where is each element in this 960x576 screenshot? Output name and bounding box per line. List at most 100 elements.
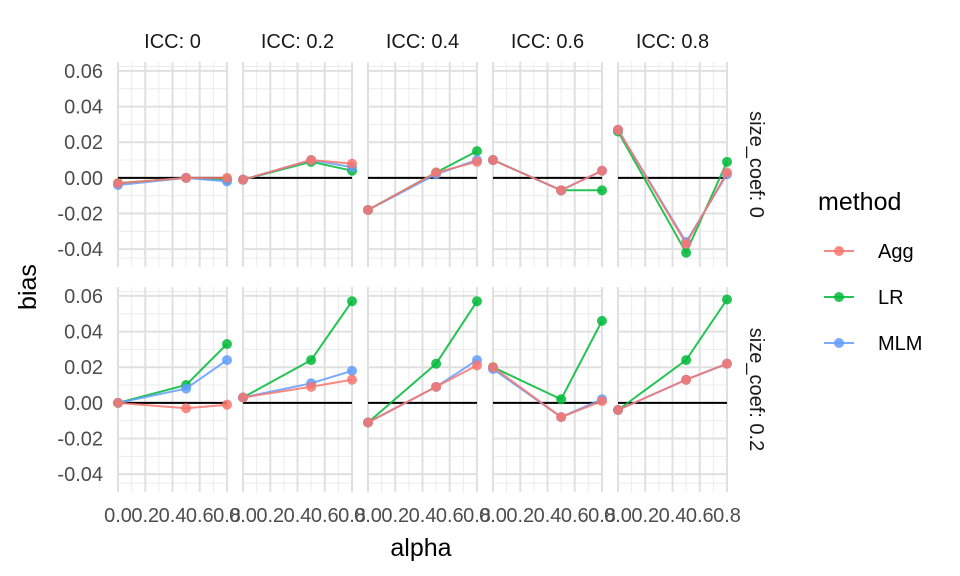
data-point-agg-r0-c2-0 [363,204,373,215]
data-point-agg-r1-c0-0 [113,397,123,408]
x-tick-label: 0.0 [229,505,257,527]
y-tick-label: 0.06 [64,286,103,308]
data-point-lr-r1-c1-1 [306,355,317,366]
data-point-lr-r1-c1-2 [347,296,357,307]
x-tick-label: 0.2 [256,505,284,527]
x-tick-label: 0.8 [713,505,741,527]
panel-r0-c4 [617,62,728,267]
data-point-agg-r0-c2-2 [472,156,482,167]
y-tick-label: 0.00 [64,393,103,415]
panel-r1-c4 [617,287,728,492]
legend-title: method [818,188,901,216]
panel-r0-c3 [492,62,603,267]
x-tick-label: 0.0 [479,505,507,527]
data-point-agg-r0-c4-2 [722,167,732,178]
data-point-agg-r1-c3-0 [488,362,498,373]
legend-key-point-mlm [834,338,844,348]
panel-r1-c0 [117,287,228,492]
data-point-lr-r0-c4-2 [722,156,732,167]
x-tick-label: 0.8 [588,505,616,527]
data-point-agg-r1-c4-0 [613,405,623,415]
x-tick-label: 0.8 [463,505,491,527]
data-point-agg-r0-c2-1 [431,167,442,178]
y-tick-label: -0.04 [57,239,103,261]
data-point-agg-r1-c4-2 [722,358,732,369]
data-point-mlm-r1-c0-1 [181,383,192,394]
panel-r0-c0 [117,62,228,267]
strip-label-row-1: size_coef: 0.2 [745,328,767,451]
data-point-lr-r1-c2-2 [472,296,482,307]
legend-key-point-agg [834,246,844,256]
y-tick-label: -0.02 [57,204,103,226]
legend-key-point-lr [834,292,844,302]
data-point-lr-r0-c2-2 [472,146,482,157]
data-point-agg-r0-c0-0 [113,178,123,189]
x-tick-label: 0.2 [381,505,409,527]
y-tick-label: 0.02 [64,132,103,154]
x-tick-label: 0.4 [159,505,187,527]
x-tick-label: 0.8 [213,505,241,527]
data-point-agg-r1-c4-1 [681,374,692,385]
data-point-lr-r0-c3-2 [597,185,607,196]
legend-label-agg: Agg [878,241,914,263]
data-point-lr-r1-c4-2 [722,294,732,305]
data-point-lr-r1-c4-1 [681,355,692,366]
x-tick-label: 0.4 [534,505,562,527]
strip-label-col-2: ICC: 0.4 [386,31,459,53]
y-axis-title: bias [14,264,42,310]
y-tick-label: 0.06 [64,61,103,83]
strip-label-col-1: ICC: 0.2 [261,31,334,53]
data-point-agg-r0-c1-0 [238,174,248,185]
data-point-agg-r0-c3-0 [488,155,498,166]
x-tick-label: 0.6 [311,505,339,527]
y-tick-label: -0.04 [57,464,103,486]
data-point-agg-r1-c0-1 [181,403,192,414]
strip-label-col-4: ICC: 0.8 [636,31,709,53]
strip-label-col-0: ICC: 0 [144,31,201,53]
x-tick-label: 0.2 [131,505,159,527]
data-point-agg-r1-c1-2 [347,374,357,385]
y-tick-label: 0.04 [64,97,103,119]
data-point-agg-r0-c4-1 [681,238,692,249]
data-point-agg-r1-c0-2 [222,399,232,410]
x-tick-label: 0.6 [436,505,464,527]
data-point-lr-r0-c4-1 [681,247,692,258]
data-point-lr-r1-c2-1 [431,358,442,369]
data-point-agg-r1-c2-2 [472,360,482,371]
x-tick-label: 0.4 [284,505,312,527]
data-point-agg-r0-c0-1 [181,172,192,183]
x-tick-label: 0.6 [561,505,589,527]
data-point-agg-r0-c3-2 [597,165,607,176]
data-point-lr-r1-c3-2 [597,315,607,326]
x-tick-label: 0.6 [686,505,714,527]
x-tick-label: 0.8 [338,505,366,527]
data-point-agg-r1-c2-0 [363,417,373,428]
y-tick-label: -0.02 [57,429,103,451]
data-point-agg-r1-c2-1 [431,381,442,392]
x-tick-label: 0.0 [104,505,132,527]
data-point-mlm-r1-c1-2 [347,365,357,376]
data-point-lr-r1-c0-2 [222,339,232,350]
x-tick-label: 0.2 [631,505,659,527]
data-point-agg-r1-c1-1 [306,381,317,392]
data-point-agg-r0-c3-1 [556,185,567,196]
panel-r1-c2 [367,287,478,492]
strip-label-row-0: size_coef: 0 [745,111,767,218]
data-point-lr-r1-c3-1 [556,394,567,405]
data-point-agg-r0-c4-0 [613,124,623,135]
data-point-agg-r1-c3-2 [597,396,607,407]
x-tick-label: 0.0 [604,505,632,527]
legend-label-lr: LR [878,287,904,309]
data-point-agg-r0-c1-1 [306,155,317,166]
strip-label-col-3: ICC: 0.6 [511,31,584,53]
x-tick-label: 0.0 [354,505,382,527]
panel-r1-c3 [492,287,603,492]
data-point-agg-r1-c3-1 [556,412,567,423]
x-tick-label: 0.4 [659,505,687,527]
x-tick-label: 0.2 [506,505,534,527]
data-point-agg-r1-c1-0 [238,392,248,403]
panel-r0-c2 [367,62,478,267]
y-tick-label: 0.00 [64,168,103,190]
data-point-agg-r0-c1-2 [347,158,357,169]
